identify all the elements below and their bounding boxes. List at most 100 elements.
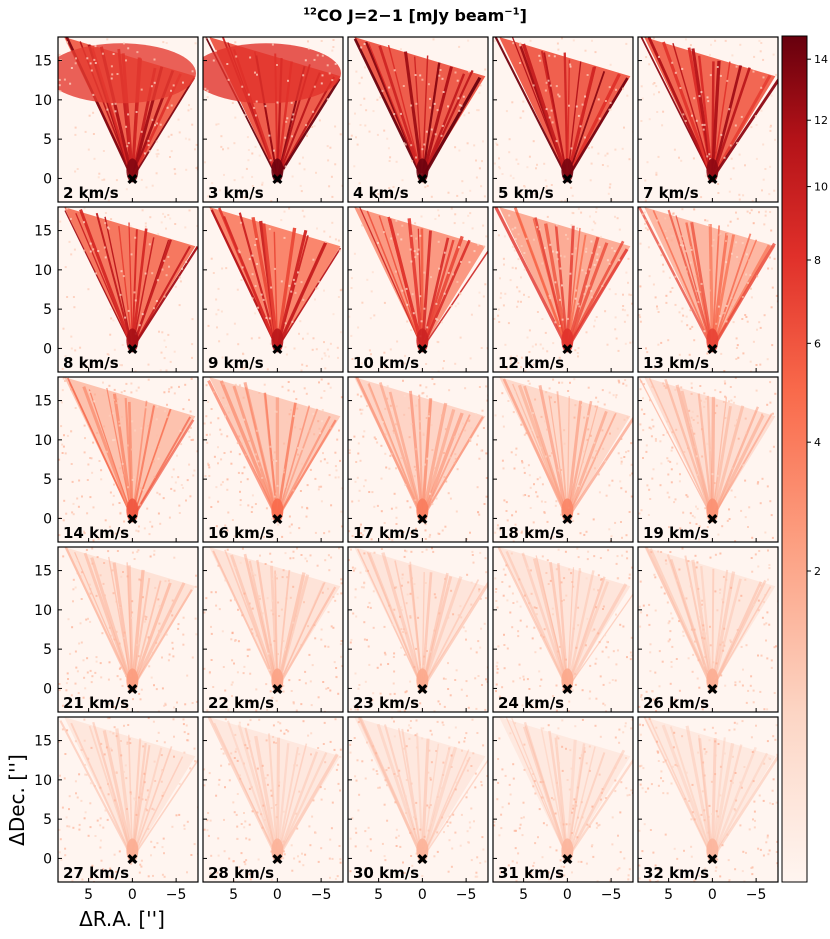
noise-pixel bbox=[134, 429, 137, 432]
noise-pixel bbox=[84, 811, 87, 814]
noise-pixel bbox=[409, 506, 412, 509]
noise-pixel bbox=[143, 620, 146, 623]
noise-pixel bbox=[715, 810, 718, 813]
noise-pixel bbox=[458, 741, 461, 744]
noise-pixel bbox=[86, 479, 89, 481]
noise-pixel bbox=[89, 620, 92, 623]
noise-pixel bbox=[312, 799, 315, 802]
noise-pixel bbox=[357, 721, 360, 724]
noise-pixel bbox=[147, 378, 150, 381]
noise-pixel bbox=[182, 81, 184, 84]
noise-pixel bbox=[226, 548, 229, 551]
noise-pixel bbox=[701, 428, 703, 431]
noise-pixel bbox=[431, 496, 434, 499]
outflow-filament bbox=[549, 561, 569, 689]
outflow-filament bbox=[639, 378, 713, 519]
noise-pixel bbox=[444, 428, 447, 431]
noise-pixel bbox=[561, 381, 564, 384]
noise-pixel bbox=[554, 281, 557, 284]
noise-pixel bbox=[305, 124, 308, 127]
noise-pixel bbox=[106, 450, 108, 453]
outflow-filament bbox=[420, 235, 464, 349]
noise-pixel bbox=[100, 469, 103, 472]
noise-pixel bbox=[430, 128, 433, 131]
source-marker: ✖ bbox=[126, 170, 139, 188]
noise-pixel bbox=[259, 597, 261, 600]
y-tick-label: 15 bbox=[34, 54, 52, 70]
noise-pixel bbox=[363, 621, 366, 624]
noise-pixel bbox=[478, 304, 481, 307]
noise-pixel bbox=[741, 720, 744, 723]
noise-pixel bbox=[383, 874, 386, 877]
noise-pixel bbox=[534, 193, 537, 195]
noise-pixel bbox=[670, 239, 673, 242]
outflow-filament bbox=[421, 756, 471, 859]
noise-pixel bbox=[555, 224, 558, 227]
noise-pixel bbox=[266, 774, 269, 777]
noise-pixel bbox=[579, 125, 582, 128]
noise-pixel bbox=[271, 43, 274, 46]
noise-pixel bbox=[682, 634, 685, 637]
noise-pixel bbox=[182, 633, 185, 636]
noise-pixel bbox=[217, 783, 220, 786]
noise-pixel bbox=[704, 656, 707, 659]
noise-pixel bbox=[421, 737, 424, 740]
noise-pixel bbox=[298, 790, 301, 793]
noise-pixel bbox=[669, 427, 672, 430]
noise-pixel bbox=[256, 767, 259, 770]
noise-pixel bbox=[522, 816, 525, 819]
noise-pixel bbox=[688, 800, 691, 802]
noise-pixel bbox=[110, 65, 113, 68]
noise-pixel bbox=[69, 652, 72, 655]
noise-pixel bbox=[270, 286, 273, 289]
noise-pixel bbox=[379, 692, 382, 695]
noise-pixel bbox=[548, 387, 551, 390]
noise-pixel bbox=[590, 240, 593, 243]
noise-pixel bbox=[740, 645, 743, 648]
noise-pixel bbox=[590, 162, 593, 165]
noise-pixel bbox=[723, 156, 726, 159]
noise-pixel bbox=[457, 614, 460, 617]
noise-pixel bbox=[602, 447, 605, 450]
outflow-filament bbox=[523, 721, 569, 859]
noise-pixel bbox=[116, 702, 119, 705]
noise-pixel bbox=[770, 659, 773, 662]
noise-pixel bbox=[615, 663, 618, 666]
noise-pixel bbox=[280, 280, 283, 283]
noise-pixel bbox=[438, 532, 441, 535]
noise-pixel bbox=[771, 803, 774, 805]
noise-pixel bbox=[496, 606, 499, 609]
noise-pixel bbox=[235, 748, 238, 751]
noise-pixel bbox=[617, 379, 620, 382]
noise-pixel bbox=[520, 276, 522, 279]
noise-pixel bbox=[605, 646, 608, 649]
noise-pixel bbox=[350, 548, 352, 551]
noise-pixel bbox=[349, 708, 352, 711]
noise-pixel bbox=[167, 214, 170, 216]
noise-pixel bbox=[577, 207, 580, 210]
noise-pixel bbox=[757, 654, 759, 657]
noise-pixel bbox=[649, 498, 652, 500]
noise-pixel bbox=[83, 249, 86, 252]
noise-pixel bbox=[358, 793, 361, 796]
noise-pixel bbox=[653, 93, 655, 96]
noise-pixel bbox=[172, 468, 175, 471]
noise-pixel bbox=[560, 865, 563, 868]
noise-pixel bbox=[282, 169, 285, 172]
noise-pixel bbox=[306, 132, 309, 135]
noise-pixel bbox=[624, 722, 627, 725]
noise-pixel bbox=[762, 854, 765, 857]
outflow-filament bbox=[357, 548, 424, 689]
noise-pixel bbox=[99, 839, 102, 842]
noise-pixel bbox=[443, 360, 445, 362]
noise-pixel bbox=[702, 761, 705, 764]
outflow-filament bbox=[387, 45, 424, 179]
outflow-filament bbox=[212, 550, 279, 689]
noise-pixel bbox=[419, 234, 422, 237]
noise-pixel bbox=[368, 491, 371, 493]
noise-pixel bbox=[667, 640, 670, 643]
noise-pixel bbox=[367, 569, 369, 572]
colorbar-tick-label: 6 bbox=[814, 337, 821, 350]
noise-pixel bbox=[648, 879, 651, 882]
noise-pixel bbox=[184, 383, 187, 386]
